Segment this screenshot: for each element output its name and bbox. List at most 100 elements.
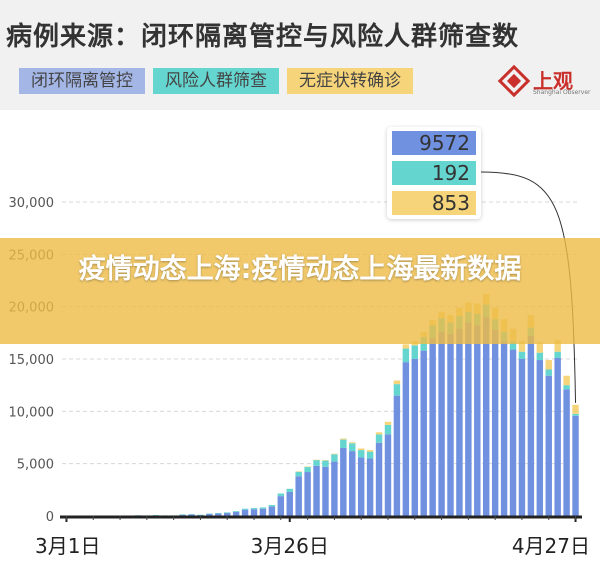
bar-segment [349, 451, 356, 516]
legend-closed-loop[interactable]: 闭环隔离管控 [19, 68, 145, 94]
legend-risk-screening[interactable]: 风险人群筛查 [153, 68, 279, 94]
bar-segment [313, 460, 320, 466]
bar-segment [277, 496, 285, 516]
bar-segment [349, 443, 356, 452]
bar-segment [375, 432, 383, 435]
x-tick-label: 4月27日 [512, 534, 590, 558]
bar-segment [500, 341, 508, 516]
bar-segment [152, 515, 159, 516]
y-tick-label: 5,000 [17, 458, 54, 473]
bar-segment [545, 375, 552, 516]
bar-segment [366, 450, 374, 452]
y-tick-label: 30,000 [9, 196, 55, 211]
bar-segment [268, 505, 276, 507]
page-title: 病例来源：闭环隔离管控与风险人群筛查数 [6, 22, 520, 52]
bar-segment [313, 465, 320, 516]
bar-segment [179, 514, 186, 516]
title-overlay-banner [0, 238, 600, 344]
bar-segment [357, 448, 365, 451]
bar-segment [340, 438, 347, 440]
x-tick-label: 3月1日 [35, 534, 100, 558]
bar-segment [536, 352, 544, 361]
bar-segment [518, 359, 526, 516]
bar-segment [232, 511, 240, 512]
tooltip-value-closed-loop: 9572 [392, 131, 476, 155]
bar-segment [375, 442, 383, 516]
bar-segment [331, 461, 338, 516]
bar-segment [554, 340, 561, 352]
bar-segment [215, 513, 222, 514]
bar-segment [572, 413, 579, 416]
bar-segment [188, 514, 195, 516]
bar-segment [224, 512, 231, 513]
logo-diamond-icon [497, 64, 531, 98]
logo-name: 上观 [533, 69, 573, 93]
bar-segment [295, 471, 302, 472]
bar-segment [215, 513, 222, 516]
bar-segment [206, 513, 213, 516]
bar-segment [286, 491, 293, 516]
bar-segment [357, 457, 365, 516]
bar-segment [304, 466, 311, 468]
bar-segment [402, 348, 410, 363]
bar-segment [232, 511, 240, 516]
bar-segment [259, 507, 267, 509]
bar-segment [277, 493, 285, 497]
bar-segment [295, 476, 302, 516]
tooltip-value-risk-screening: 192 [392, 161, 476, 185]
bar-segment [250, 509, 258, 516]
shanghai-observer-logo: 上观 Shanghai Observer [497, 64, 591, 100]
bar-segment [197, 514, 204, 516]
bar-segment [563, 375, 570, 386]
bar-segment [188, 514, 195, 515]
bar-segment [366, 451, 374, 459]
chart-legend: 闭环隔离管控 风险人群筛查 无症状转确诊 [19, 68, 413, 94]
bar-segment [304, 472, 311, 516]
bar-segment [366, 458, 374, 516]
logo-subtitle: Shanghai Observer [533, 89, 591, 96]
bar-segment [518, 341, 526, 352]
bar-segment [402, 362, 410, 516]
bar-segment [527, 335, 535, 516]
y-tick-label: 15,000 [9, 353, 55, 368]
bar-segment [259, 508, 267, 516]
bar-segment [411, 359, 418, 516]
bar-segment [331, 453, 338, 455]
bar-segment [545, 360, 552, 370]
bar-segment [304, 466, 311, 473]
bar-segment [420, 350, 427, 516]
bar-segment [322, 460, 329, 467]
bar-segment [322, 460, 329, 461]
bar-segment [438, 331, 445, 516]
bar-segment [250, 508, 258, 510]
bar-segment [349, 442, 356, 444]
bar-segment [536, 360, 544, 516]
bar-segment [545, 369, 552, 376]
bar-segment [340, 447, 347, 516]
legend-asymptomatic-converted[interactable]: 无症状转确诊 [287, 68, 413, 94]
bar-segment [509, 349, 517, 516]
x-tick-label: 3月26日 [251, 534, 329, 558]
y-tick-label: 10,000 [9, 405, 55, 420]
bar-segment [375, 434, 383, 443]
bar-segment [197, 514, 204, 516]
bar-segment [572, 415, 579, 516]
y-tick-label: 0 [46, 510, 54, 525]
bar-segment [384, 434, 392, 516]
bar-segment [295, 471, 302, 477]
bar-segment [411, 345, 418, 359]
bar-segment [241, 509, 249, 516]
bar-segment [572, 404, 579, 414]
bar-segment [206, 513, 213, 515]
bar-segment [518, 351, 526, 359]
bar-segment [509, 341, 517, 350]
bar-segment [456, 328, 463, 516]
bar-segment [393, 395, 401, 516]
bar-segment [465, 322, 472, 516]
bar-segment [393, 384, 401, 396]
overlay-headline: 疫情动态上海:疫情动态上海最新数据 [78, 254, 522, 285]
bar-segment [313, 459, 320, 461]
bar-segment [402, 344, 410, 349]
bar-segment [340, 439, 347, 448]
